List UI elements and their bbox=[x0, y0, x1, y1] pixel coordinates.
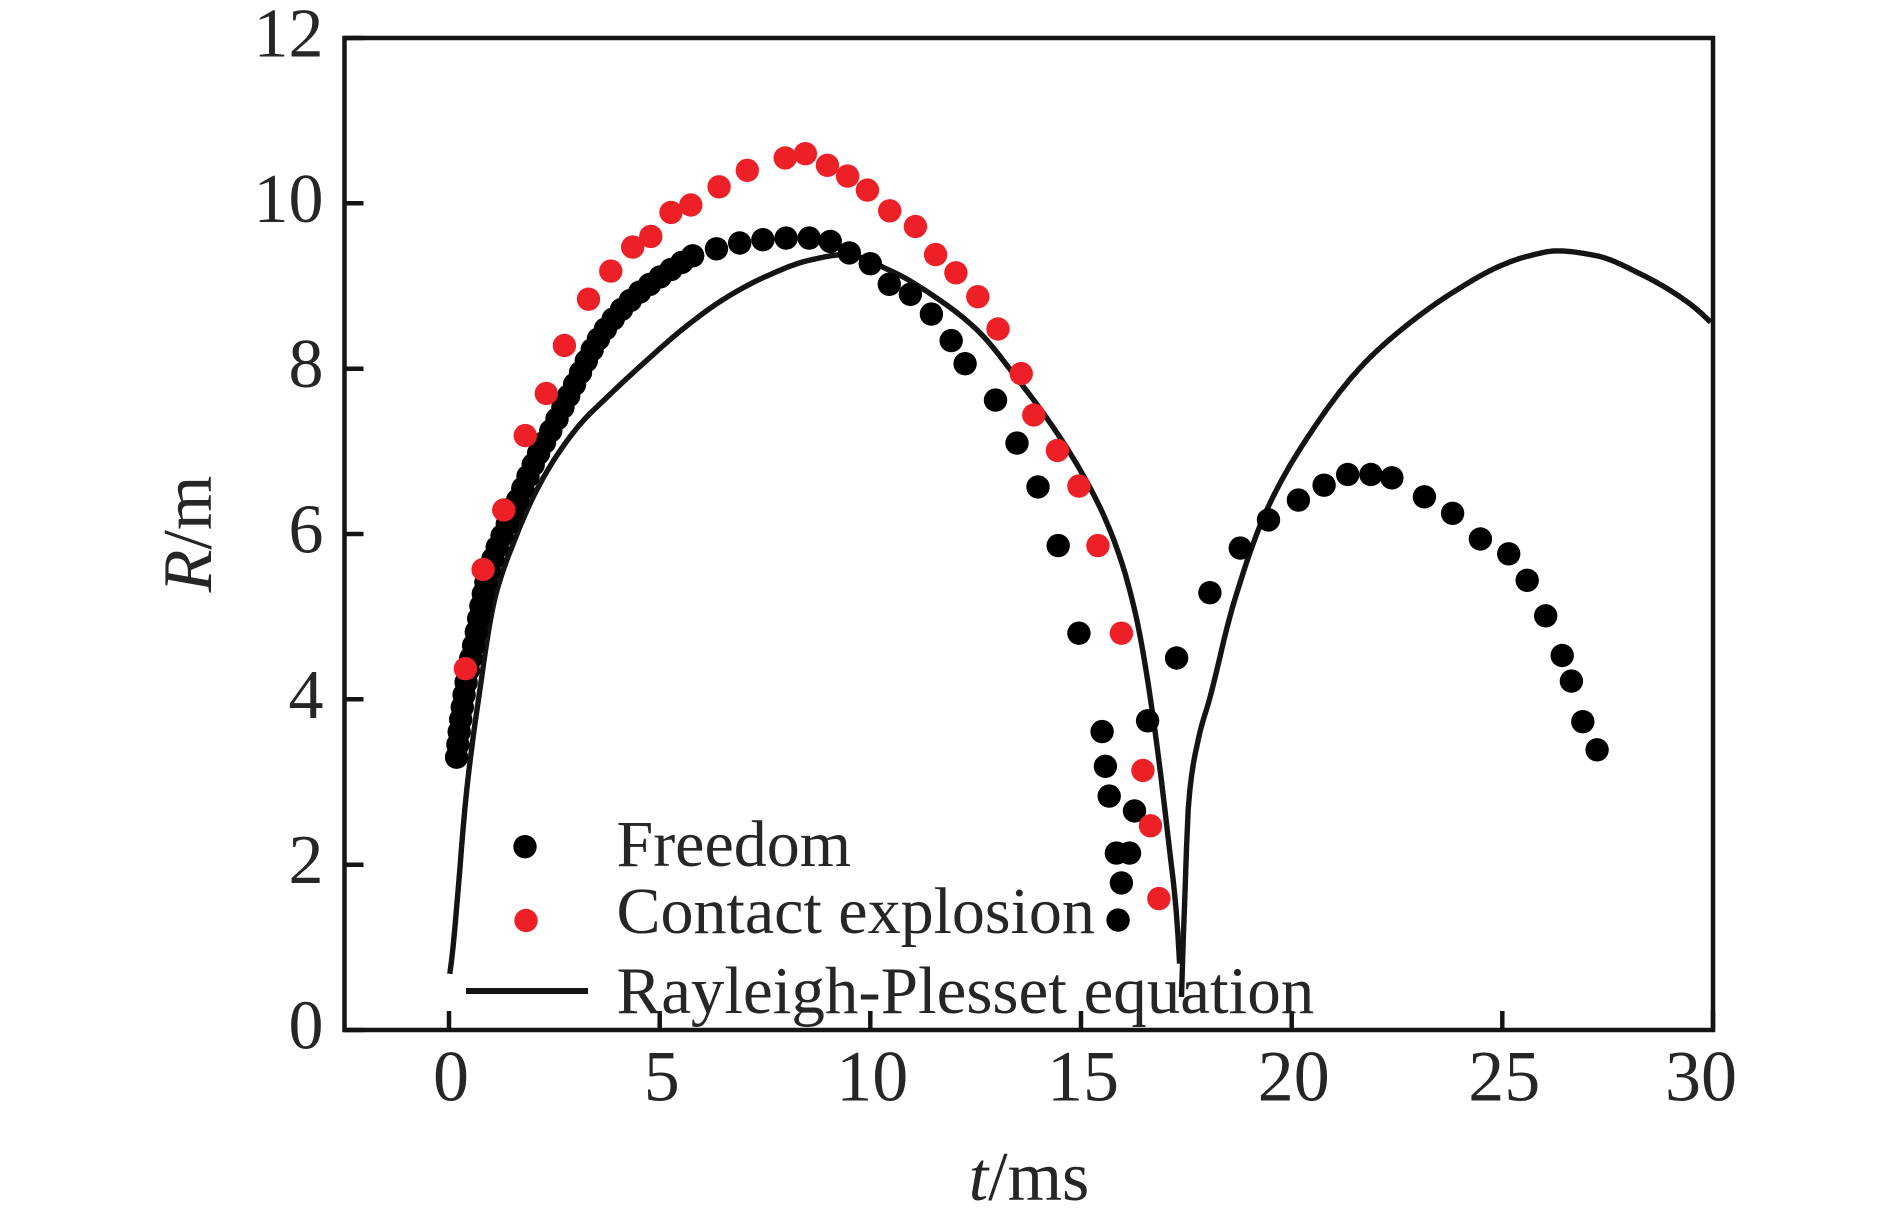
svg-text:Freedom: Freedom bbox=[617, 808, 852, 881]
svg-text:25: 25 bbox=[1468, 1037, 1540, 1117]
svg-text:15: 15 bbox=[1047, 1037, 1119, 1117]
svg-text:0: 0 bbox=[433, 1037, 469, 1117]
svg-text:Rayleigh-Plesset equation: Rayleigh-Plesset equation bbox=[617, 954, 1315, 1028]
svg-text:30: 30 bbox=[1665, 1037, 1737, 1117]
svg-text:R/m: R/m bbox=[150, 476, 227, 594]
svg-text:6: 6 bbox=[289, 492, 324, 569]
svg-text:10: 10 bbox=[254, 161, 324, 238]
svg-text:4: 4 bbox=[289, 657, 324, 734]
svg-text:10: 10 bbox=[836, 1037, 908, 1117]
svg-text:0: 0 bbox=[289, 988, 324, 1065]
svg-text:2: 2 bbox=[289, 822, 324, 899]
svg-text:8: 8 bbox=[289, 326, 324, 403]
svg-text:Contact explosion: Contact explosion bbox=[617, 875, 1095, 948]
svg-text:12: 12 bbox=[254, 0, 324, 73]
svg-text:t/ms: t/ms bbox=[969, 1139, 1090, 1216]
svg-text:20: 20 bbox=[1258, 1037, 1330, 1117]
svg-text:5: 5 bbox=[644, 1037, 680, 1117]
